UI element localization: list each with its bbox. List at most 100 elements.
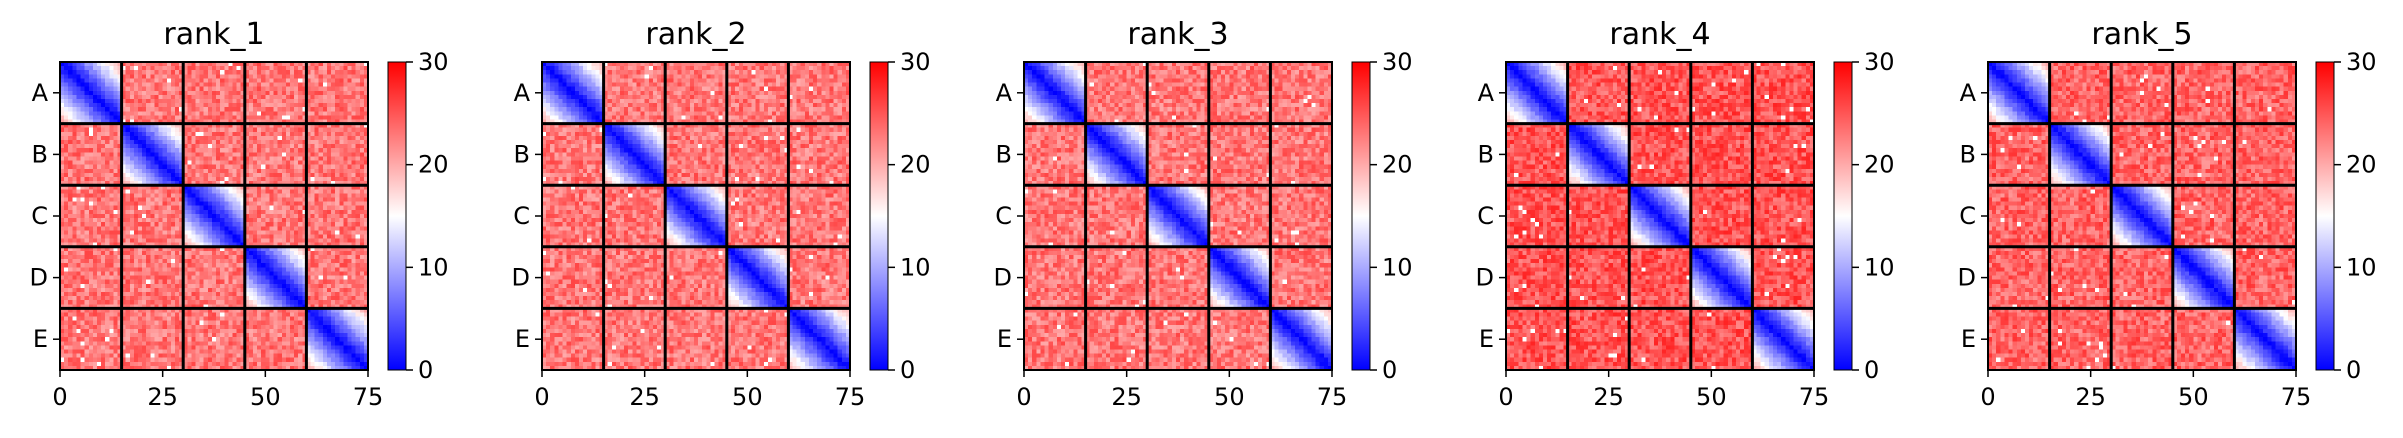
heatmap-cell	[261, 70, 266, 75]
heatmap-cell	[101, 66, 106, 71]
heatmap-cell	[187, 107, 192, 112]
heatmap-cell	[187, 128, 192, 133]
heatmap-cell	[204, 91, 209, 96]
heatmap-cell	[228, 103, 233, 108]
heatmap-cell	[167, 107, 172, 112]
heatmap-cell	[269, 70, 274, 75]
heatmap-cell	[196, 99, 201, 104]
heatmap-cell	[68, 128, 73, 133]
heatmap-cell	[269, 99, 274, 104]
heatmap-cell	[101, 128, 106, 133]
heatmap-cell	[294, 91, 299, 96]
heatmap-cell	[274, 87, 279, 92]
heatmap-cell	[146, 87, 151, 92]
heatmap-cell	[191, 115, 196, 120]
heatmap-cell	[274, 95, 279, 100]
heatmap-cell	[347, 87, 352, 92]
heatmap-cell	[130, 74, 135, 79]
heatmap-cell	[294, 74, 299, 79]
heatmap-cell	[286, 99, 291, 104]
heatmap-cell	[356, 78, 361, 83]
heatmap-cell	[109, 128, 114, 133]
heatmap-cell	[315, 95, 320, 100]
heatmap-cell	[265, 128, 270, 133]
heatmap-cell	[339, 103, 344, 108]
heatmap-cell	[298, 103, 303, 108]
heatmap-cell	[196, 128, 201, 133]
heatmap-cell	[228, 70, 233, 75]
heatmap-cell	[224, 95, 229, 100]
heatmap-cell	[159, 103, 164, 108]
heatmap-cell	[356, 111, 361, 116]
heatmap-cell	[81, 115, 86, 120]
heatmap-cell	[327, 74, 332, 79]
heatmap-cell	[126, 74, 131, 79]
heatmap-cell	[171, 99, 176, 104]
heatmap-cell	[237, 115, 242, 120]
heatmap-cell	[150, 107, 155, 112]
heatmap-cell	[360, 74, 365, 79]
heatmap-cell	[130, 128, 135, 133]
heatmap-cell	[64, 95, 69, 100]
heatmap-cell	[150, 91, 155, 96]
heatmap-cell	[212, 66, 217, 71]
heatmap-cell	[191, 74, 196, 79]
heatmap-cell	[167, 99, 172, 104]
heatmap-cell	[167, 66, 172, 71]
heatmap-cell	[298, 128, 303, 133]
heatmap-cell	[274, 91, 279, 96]
heatmap-cell	[335, 78, 340, 83]
heatmap-cell	[319, 70, 324, 75]
heatmap-cell	[175, 99, 180, 104]
heatmap-cell	[159, 87, 164, 92]
heatmap-cell	[208, 107, 213, 112]
heatmap-cell	[339, 107, 344, 112]
heatmap-cell	[134, 111, 139, 116]
heatmap-cell	[138, 91, 143, 96]
heatmap-cell	[154, 78, 159, 83]
heatmap-cell	[126, 91, 131, 96]
heatmap-cell	[343, 91, 348, 96]
heatmap-cell	[154, 115, 159, 120]
heatmap-cell	[269, 111, 274, 116]
heatmap-cell	[237, 70, 242, 75]
heatmap-cell	[167, 83, 172, 88]
heatmap-cell	[249, 66, 254, 71]
heatmap-cell	[339, 66, 344, 71]
heatmap-cell	[72, 115, 77, 120]
heatmap-cell	[216, 70, 221, 75]
heatmap-cell	[282, 66, 287, 71]
heatmap-cell	[257, 87, 262, 92]
heatmap-cell	[142, 74, 147, 79]
heatmap-cell	[294, 83, 299, 88]
heatmap-cell	[257, 107, 262, 112]
heatmap-cell	[163, 74, 168, 79]
heatmap-cell	[352, 91, 357, 96]
heatmap-cell	[237, 95, 242, 100]
heatmap-cell	[335, 111, 340, 116]
heatmap-cell	[224, 107, 229, 112]
heatmap-cell	[294, 78, 299, 83]
heatmap-cell	[81, 103, 86, 108]
heatmap-cell	[228, 115, 233, 120]
heatmap-cell	[72, 91, 77, 96]
heatmap-cell	[163, 91, 168, 96]
heatmap-cell	[76, 78, 81, 83]
heatmap-cell	[311, 91, 316, 96]
heatmap-cell	[360, 66, 365, 71]
heatmap-cell	[290, 70, 295, 75]
heatmap-cell	[81, 78, 86, 83]
heatmap-cell	[187, 83, 192, 88]
heatmap-cell	[335, 107, 340, 112]
heatmap-cell	[224, 103, 229, 108]
heatmap-cell	[142, 115, 147, 120]
heatmap-cell	[191, 83, 196, 88]
heatmap-cell	[142, 87, 147, 92]
heatmap-cell	[311, 128, 316, 133]
heatmap-cell	[196, 103, 201, 108]
heatmap-cell	[232, 83, 237, 88]
heatmap-cell	[282, 83, 287, 88]
heatmap-cell	[253, 87, 258, 92]
heatmap-cell	[298, 111, 303, 116]
heatmap-cell	[216, 66, 221, 71]
